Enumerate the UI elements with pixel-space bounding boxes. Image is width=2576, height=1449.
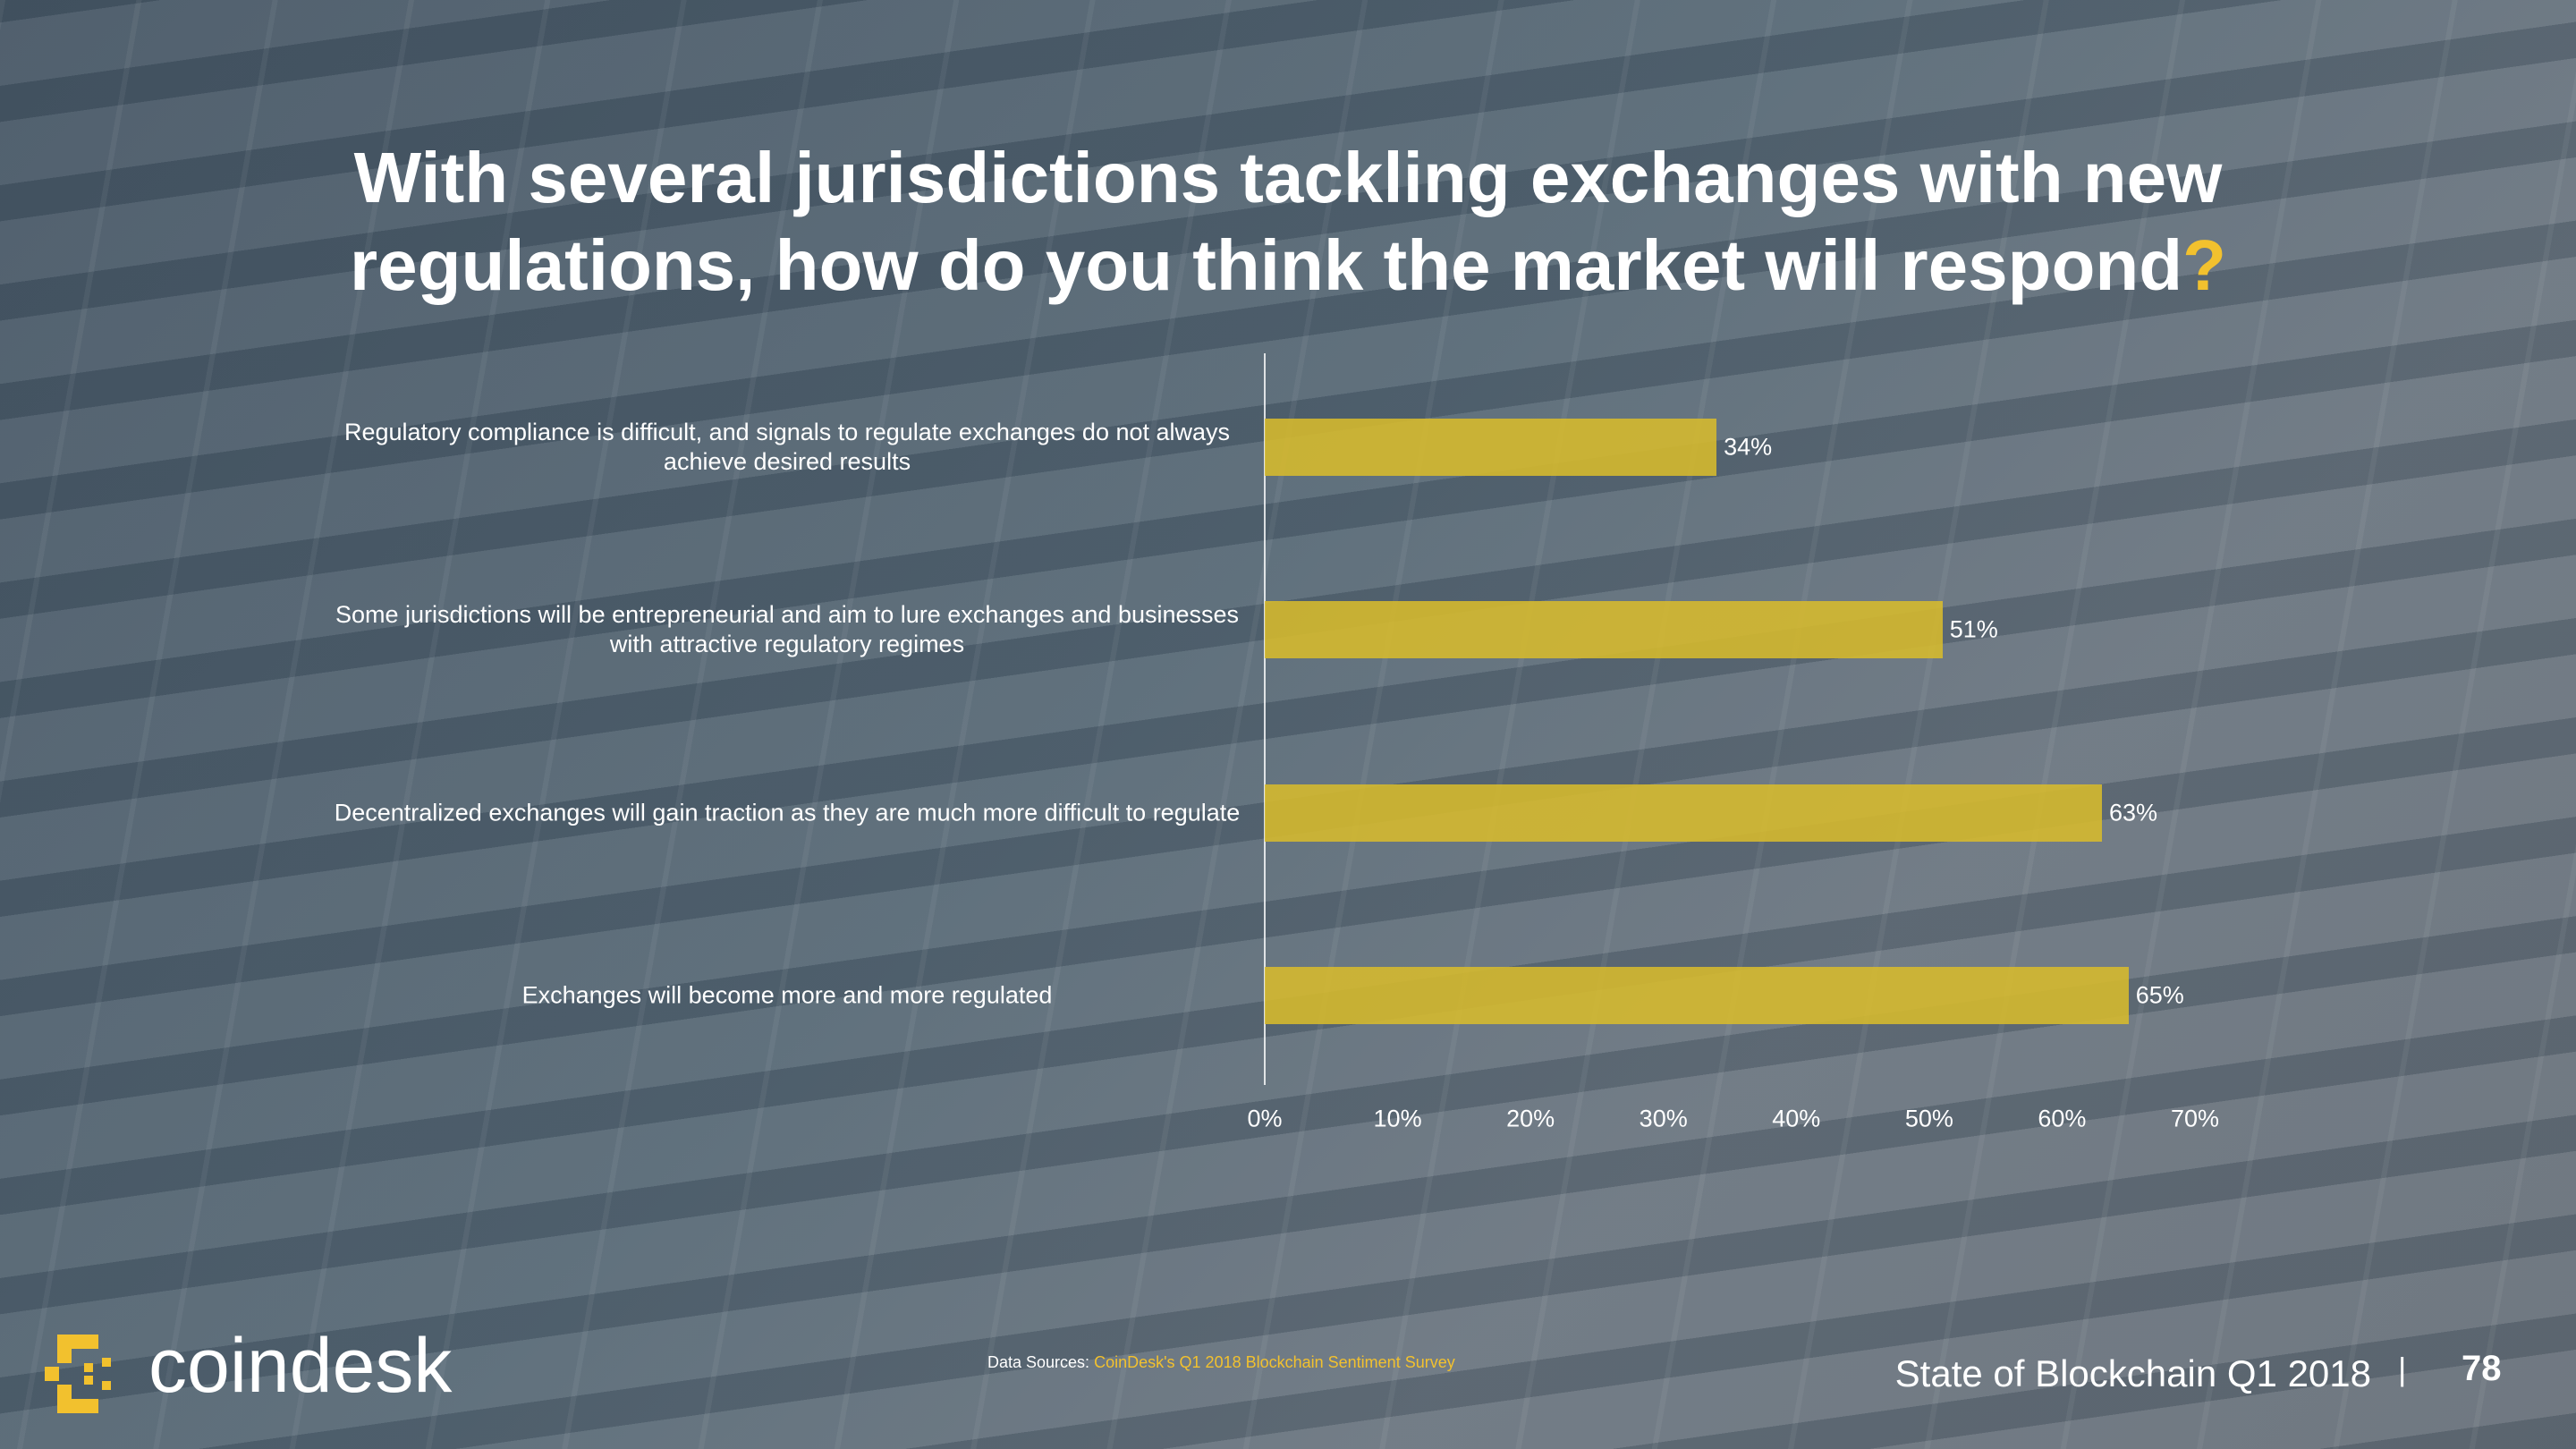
logo-text: coindesk: [148, 1323, 453, 1409]
x-tick-label: 50%: [1904, 1105, 1953, 1132]
bar: [1265, 967, 2129, 1024]
page-number: 78: [2462, 1349, 2502, 1388]
x-tick-label: 60%: [2038, 1105, 2087, 1132]
x-tick-label: 30%: [1639, 1105, 1688, 1132]
separator: |: [2398, 1351, 2407, 1387]
value-label: 51%: [1949, 615, 1998, 643]
x-tick-label: 0%: [1247, 1105, 1283, 1132]
chart-title: With several jurisdictions tackling exch…: [350, 138, 2223, 305]
title-mark: ?: [2182, 225, 2226, 305]
category-label: Regulatory compliance is difficult, and …: [343, 419, 1231, 475]
report-name: State of Blockchain Q1 2018: [1894, 1352, 2371, 1394]
title-wrap: With several jurisdictions tackling exch…: [326, 134, 2250, 309]
x-tick-label: 70%: [2170, 1105, 2220, 1132]
bar: [1265, 601, 1943, 659]
bar: [1265, 784, 2102, 842]
source-label: Data Sources:: [987, 1353, 1090, 1371]
logo-icon: [45, 1335, 111, 1413]
x-tick-label: 40%: [1772, 1105, 1821, 1132]
value-label: 63%: [2109, 799, 2158, 826]
x-tick-label: 10%: [1373, 1105, 1422, 1132]
value-axis-line: [1264, 353, 1266, 1085]
value-label: 34%: [1724, 433, 1773, 461]
category-label: Exchanges will become more and more regu…: [521, 981, 1053, 1009]
source-name: CoinDesk's Q1 2018 Blockchain Sentiment …: [1094, 1353, 1455, 1371]
category-label: Decentralized exchanges will gain tracti…: [334, 799, 1241, 826]
category-label: Some jurisdictions will be entrepreneuri…: [335, 601, 1240, 658]
title-block: With several jurisdictions tackling exch…: [0, 134, 2576, 309]
value-label: 65%: [2135, 981, 2184, 1009]
source-note: Data Sources: CoinDesk's Q1 2018 Blockch…: [987, 1353, 1455, 1372]
bar: [1265, 419, 1717, 476]
x-tick-label: 20%: [1506, 1105, 1555, 1132]
